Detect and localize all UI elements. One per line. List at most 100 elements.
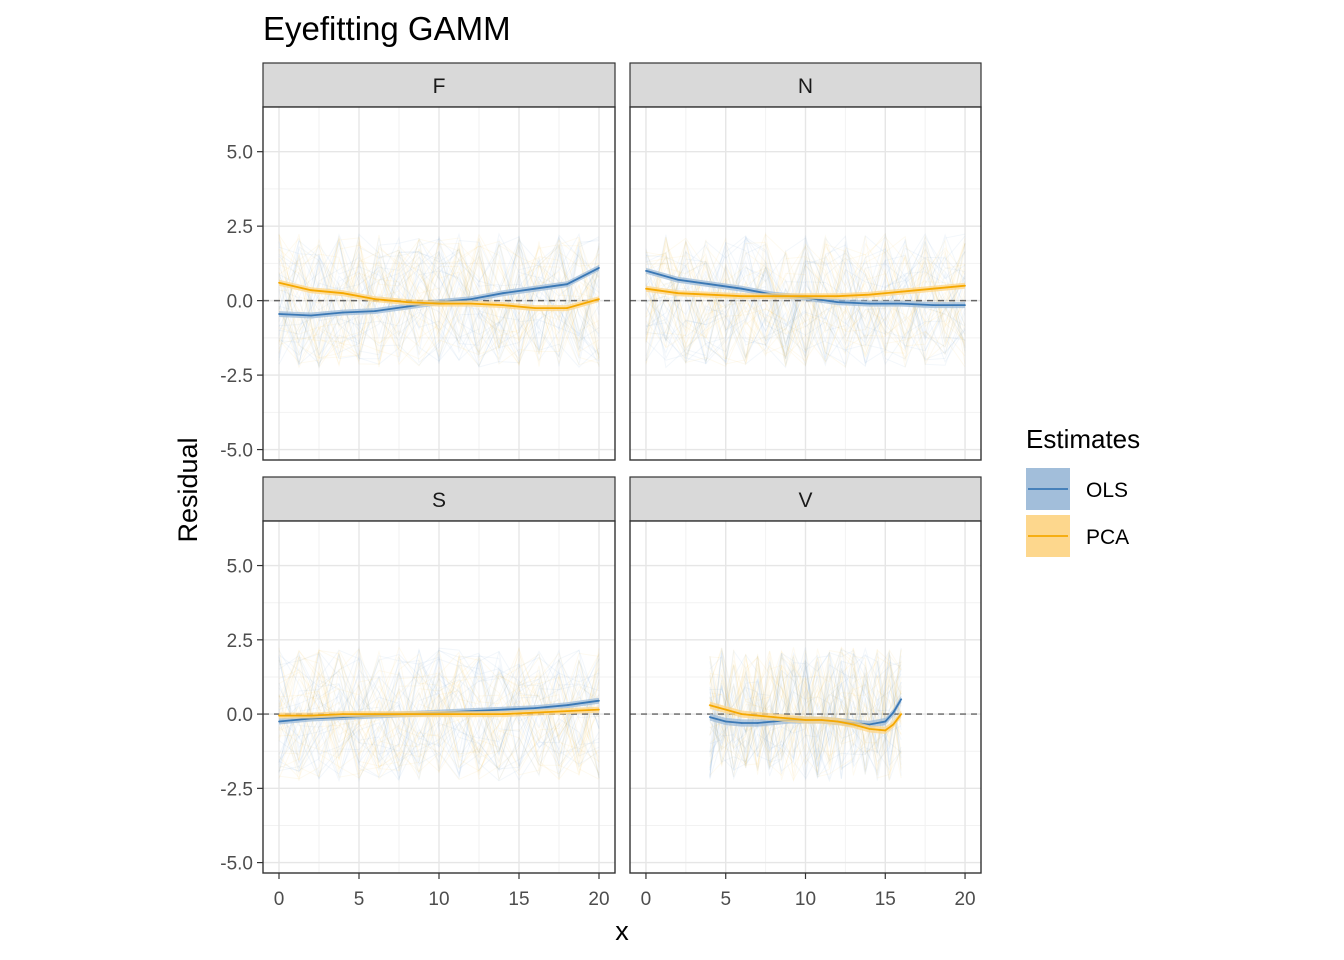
data-point-pca (932, 287, 935, 290)
residual-trace-ols (709, 661, 902, 777)
residual-trace-ols (645, 256, 966, 360)
residual-trace-pca (278, 649, 600, 779)
grid (630, 107, 981, 460)
residual-trace-pca (278, 667, 600, 779)
residual-trace-pca (278, 242, 600, 367)
residual-trace-pca (278, 237, 600, 360)
residual-trace-ols (278, 256, 600, 368)
residual-trace-pca (278, 249, 600, 369)
residual-trace-ols (278, 649, 600, 780)
residual-trace-ols (278, 238, 600, 369)
residual-trace-pca (709, 660, 902, 781)
residual-trace-pca (645, 232, 966, 348)
residual-trace-pca (709, 650, 902, 768)
residual-trace-pca (278, 238, 600, 368)
residual-trace-pca (645, 239, 966, 367)
data-point-ols (772, 720, 775, 723)
residual-trace-ols (645, 257, 966, 360)
residual-trace-ols (709, 652, 902, 780)
residual-trace-ols (709, 652, 902, 775)
residual-trace-ols (709, 651, 902, 780)
y-tick-label: 2.5 (227, 217, 253, 238)
residual-trace-ols (278, 649, 600, 783)
data-point-ols (868, 302, 871, 305)
residual-trace-pca (278, 648, 600, 779)
residual-trace-pca (645, 241, 966, 358)
residual-trace-pca (709, 647, 902, 778)
residual-trace-ols (645, 238, 966, 365)
y-tick-label: 0.0 (227, 705, 253, 726)
residual-trace-ols (709, 676, 902, 775)
residual-trace-pca (278, 647, 600, 762)
residual-trace-ols (645, 236, 966, 364)
residual-trace-ols (645, 234, 966, 365)
residual-trace-ols (278, 646, 600, 767)
data-point-ols (598, 266, 600, 269)
data-point-pca (406, 713, 408, 715)
residual-trace-pca (278, 242, 600, 369)
panel-S: S -5.0 -2.5 0.0 2.5 5.0 0 5 10 15 20 (220, 476, 616, 910)
legend-item-pca: PCA (1026, 515, 1129, 557)
legend-title: Estimates (1026, 424, 1140, 454)
data-point-pca (374, 713, 376, 715)
facet-label: V (798, 489, 812, 512)
data-point-pca (772, 295, 775, 298)
residual-trace-pca (278, 653, 600, 780)
residual-trace-ols (645, 241, 966, 365)
confidence-band-pca (279, 706, 599, 719)
data-point-pca (884, 729, 887, 732)
residual-trace-pca (645, 237, 966, 362)
residual-trace-pca (278, 648, 600, 775)
residual-trace-pca (278, 234, 600, 366)
residual-trace-ols (709, 653, 902, 768)
residual-trace-ols (278, 657, 600, 778)
data-point-pca (310, 289, 312, 292)
residual-trace-ols (645, 235, 966, 369)
residual-trace-pca (278, 248, 600, 367)
data-point-pca (676, 292, 679, 295)
data-point-ols (566, 283, 568, 286)
data-point-ols (708, 716, 711, 718)
residual-trace-ols (278, 234, 600, 368)
confidence-band-ols (646, 267, 965, 309)
residual-trace-ols (709, 646, 902, 778)
data-point-pca (900, 713, 903, 715)
residual-trace-pca (645, 235, 966, 359)
residual-trace-pca (645, 233, 966, 365)
residual-trace-pca (709, 648, 902, 771)
data-point-pca (708, 704, 711, 707)
data-point-ols (900, 302, 903, 305)
residual-trace-ols (645, 236, 966, 363)
data-point-ols (724, 720, 727, 723)
residual-trace-pca (278, 653, 600, 778)
data-point-ols (740, 722, 743, 724)
residual-trace-pca (709, 646, 902, 726)
data-point-ols (900, 698, 903, 701)
data-point-ols (708, 283, 711, 286)
residual-trace-pca (709, 649, 902, 782)
residual-trace-ols (278, 239, 600, 364)
data-point-pca (724, 708, 727, 711)
residual-trace-ols (278, 648, 600, 761)
residual-trace-ols (278, 650, 600, 767)
y-tick-label: 5.0 (227, 557, 253, 578)
fit-line-pca (709, 704, 902, 732)
data-point-pca (645, 287, 647, 290)
residual-trace-pca (278, 682, 600, 781)
x-tick-label: 5 (720, 889, 731, 910)
residual-trace-ols (278, 650, 600, 783)
residual-trace-ols (645, 233, 966, 367)
x-tick-label: 15 (508, 889, 529, 910)
facet-panels: F -5.0 -2.5 0.0 2.5 5.0 N S -5.0 -2.5 0.0 2.5 5.0 0 5 1… (220, 62, 982, 910)
x-tick-label: 5 (354, 889, 365, 910)
residual-trace-ols (645, 243, 966, 367)
facet-label: N (798, 75, 813, 98)
residual-trace-pca (709, 650, 902, 768)
data-point-ols (534, 707, 536, 710)
data-point-pca (964, 284, 966, 287)
data-point-pca (342, 292, 344, 295)
data-point-ols (740, 287, 743, 290)
legend-label: OLS (1086, 479, 1128, 502)
data-point-pca (740, 295, 743, 298)
residual-trace-ols (278, 236, 600, 366)
